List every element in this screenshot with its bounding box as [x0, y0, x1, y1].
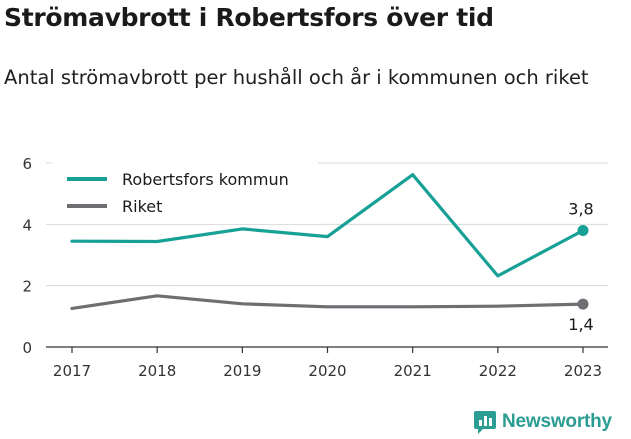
- end-point-marker: [577, 224, 589, 236]
- x-tick-label: 2017: [53, 362, 91, 380]
- chart-subtitle: Antal strömavbrott per hushåll och år i …: [4, 66, 589, 89]
- y-tick-label: 0: [22, 339, 32, 357]
- x-tick-label: 2021: [394, 362, 432, 380]
- series-line: [70, 294, 585, 310]
- legend-label: Robertsfors kommun: [122, 170, 289, 189]
- y-tick-label: 6: [22, 155, 32, 173]
- x-tick-label: 2018: [138, 362, 176, 380]
- series-line: [70, 173, 585, 278]
- legend-label: Riket: [122, 197, 162, 216]
- x-tick-label: 2019: [223, 362, 261, 380]
- newsworthy-logo-icon: [474, 411, 496, 434]
- y-tick-label: 4: [22, 216, 32, 234]
- y-tick-label: 2: [22, 278, 32, 296]
- end-value-label: 3,8: [568, 199, 593, 218]
- end-point-marker: [577, 298, 589, 310]
- x-tick-label: 2022: [479, 362, 517, 380]
- x-tick-label: 2023: [564, 362, 602, 380]
- end-value-label: 1,4: [568, 315, 593, 334]
- brand-name: Newsworthy: [502, 411, 612, 432]
- legend-box: [52, 157, 318, 224]
- chart-title: Strömavbrott i Robertsfors över tid: [4, 3, 494, 32]
- x-tick-label: 2020: [308, 362, 346, 380]
- brand-logo[interactable]: Newsworthy: [474, 407, 612, 437]
